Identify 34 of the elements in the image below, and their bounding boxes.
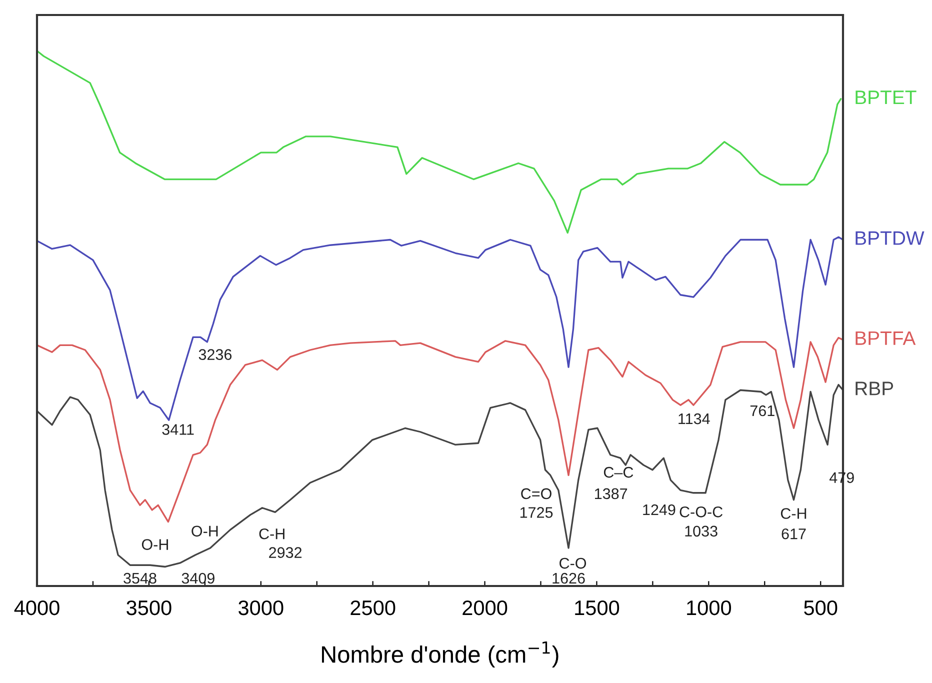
annotation: C=O	[521, 488, 552, 500]
x-tick-label: 3500	[126, 600, 172, 616]
annotation: C–C	[604, 466, 634, 478]
x-tick-label: 1000	[687, 600, 732, 616]
series-label: BPTDW	[856, 231, 924, 245]
annotation: 761	[750, 405, 774, 416]
annotation: O-H	[142, 539, 168, 550]
series-label: BPTET	[856, 90, 916, 104]
x-tick-label: 3000	[238, 600, 284, 616]
annotation: 1387	[595, 488, 628, 500]
annotation: 1626	[552, 572, 585, 584]
annotation: 1725	[520, 507, 553, 518]
annotation: 3236	[198, 349, 232, 360]
annotation: 1134	[678, 413, 710, 424]
x-axis-title: Nombre d'onde (cm$^{−1}$)	[322, 642, 558, 668]
annotation: 1033	[685, 526, 718, 537]
annotation: 3409	[182, 572, 214, 584]
annotation: 3548	[124, 572, 156, 584]
annotation: C-O-C	[680, 506, 723, 518]
annotation: C-H	[259, 528, 284, 540]
annotation: 1249	[643, 504, 676, 516]
annotation: C-H	[780, 508, 806, 519]
annotation: 2932	[269, 547, 302, 558]
annotation: 3411	[162, 424, 194, 435]
series-label: RBP	[856, 382, 894, 396]
x-tick-label: 2000	[462, 600, 508, 616]
annotation: 617	[782, 528, 806, 540]
x-tick-label: 2500	[350, 600, 396, 616]
x-tick-label: 1500	[575, 600, 620, 616]
series-label: BPTFA	[856, 331, 916, 345]
x-tick-label: 4000	[14, 600, 60, 616]
annotation: C-O	[560, 558, 586, 569]
annotation: O-H	[192, 526, 218, 537]
x-tick-label: 500	[804, 600, 838, 616]
